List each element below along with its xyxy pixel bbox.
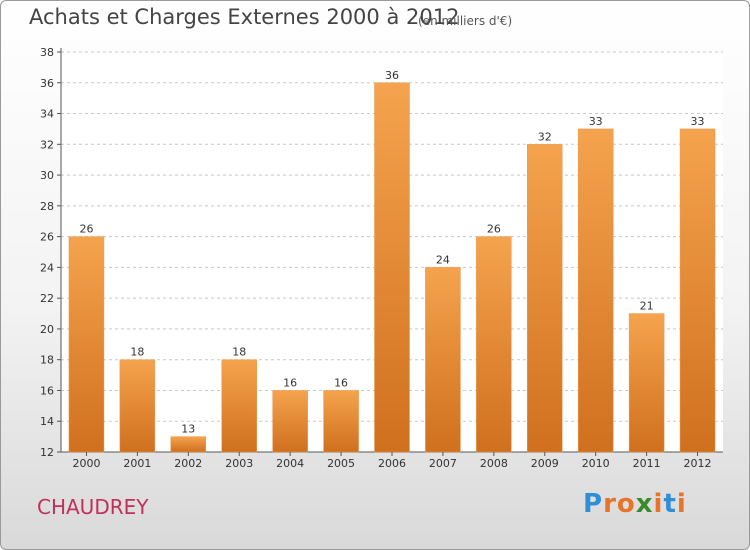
x-tick-label: 2005 [327, 457, 355, 470]
data-label: 24 [436, 253, 450, 266]
data-label: 18 [232, 346, 246, 359]
logo-letter: o [616, 489, 636, 519]
bar [68, 236, 105, 453]
y-tick-label: 18 [40, 354, 54, 367]
y-tick-label: 32 [40, 138, 54, 151]
data-label: 18 [130, 346, 144, 359]
logo-letter: t [663, 489, 677, 519]
data-label: 26 [487, 223, 501, 236]
data-label: 16 [334, 376, 348, 389]
bar [476, 236, 512, 453]
logo-letter: x [635, 489, 654, 519]
x-tick-label: 2010 [582, 457, 610, 470]
x-tick-label: 2004 [276, 457, 304, 470]
y-tick-label: 34 [40, 108, 54, 121]
bar [527, 144, 563, 453]
y-tick-label: 20 [40, 323, 54, 336]
x-tick-label: 2002 [174, 457, 202, 470]
y-tick-label: 28 [40, 200, 54, 213]
logo-letter: P [583, 489, 604, 519]
bar [221, 359, 257, 453]
bar [425, 267, 461, 453]
data-label: 26 [79, 223, 93, 236]
y-tick-label: 22 [40, 292, 54, 305]
y-tick-label: 16 [40, 384, 54, 397]
y-tick-label: 12 [40, 446, 54, 459]
data-label: 21 [640, 300, 654, 313]
bar [577, 128, 614, 453]
x-tick-label: 2009 [531, 457, 559, 470]
chart-title: Achats et Charges Externes 2000 à 2012 [29, 5, 460, 29]
x-tick-label: 2001 [123, 457, 151, 470]
bar [323, 390, 359, 453]
bar [119, 359, 156, 453]
y-tick-label: 24 [40, 261, 54, 274]
data-label: 33 [589, 115, 603, 128]
chart-subtitle: (en milliers d'€) [418, 14, 513, 28]
x-tick-label: 2006 [378, 457, 406, 470]
x-tick-label: 2007 [429, 457, 457, 470]
logo-letter: i [676, 489, 687, 519]
y-tick-label: 14 [40, 415, 54, 428]
bar [374, 82, 410, 453]
bar [170, 436, 207, 453]
bar [272, 390, 308, 453]
logo-letter: r [603, 489, 617, 519]
data-label: 16 [283, 376, 297, 389]
logo-letter: i [653, 489, 664, 519]
y-tick-label: 30 [40, 169, 54, 182]
y-tick-label: 38 [40, 46, 54, 59]
x-tick-label: 2003 [225, 457, 253, 470]
y-tick-label: 36 [40, 77, 54, 90]
x-tick-label: 2011 [633, 457, 661, 470]
data-label: 33 [691, 115, 705, 128]
data-label: 32 [538, 130, 552, 143]
data-label: 13 [181, 423, 195, 436]
y-tick-label: 26 [40, 231, 54, 244]
bar [628, 313, 665, 453]
proxiti-logo: Proxiti [583, 489, 687, 519]
bar [679, 128, 716, 453]
data-label: 36 [385, 69, 399, 82]
x-tick-label: 2012 [684, 457, 712, 470]
x-tick-label: 2008 [480, 457, 508, 470]
x-tick-label: 2000 [72, 457, 100, 470]
commune-name: CHAUDREY [37, 495, 149, 519]
